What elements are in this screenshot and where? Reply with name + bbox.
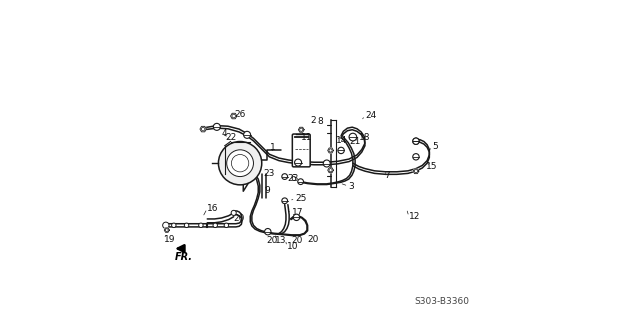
Circle shape	[214, 123, 220, 130]
Circle shape	[185, 223, 189, 228]
Text: FR.: FR.	[175, 252, 193, 262]
Polygon shape	[165, 228, 170, 232]
Text: 11: 11	[301, 132, 312, 141]
Circle shape	[213, 223, 217, 228]
Circle shape	[224, 223, 229, 228]
Circle shape	[244, 131, 251, 138]
Text: 10: 10	[287, 242, 298, 251]
Text: 20: 20	[234, 214, 245, 223]
Circle shape	[282, 174, 288, 180]
Circle shape	[323, 160, 330, 167]
Text: 7: 7	[384, 172, 390, 180]
Text: 22: 22	[225, 133, 237, 142]
Text: 18: 18	[359, 133, 370, 142]
Circle shape	[171, 223, 176, 228]
Circle shape	[293, 214, 300, 220]
Circle shape	[298, 179, 303, 185]
Text: 3: 3	[349, 182, 354, 191]
Text: 8: 8	[317, 116, 323, 126]
Text: 14: 14	[337, 136, 348, 145]
Text: 24: 24	[365, 111, 376, 120]
Circle shape	[295, 159, 301, 166]
Circle shape	[338, 147, 344, 154]
Circle shape	[219, 141, 262, 185]
Text: 16: 16	[207, 204, 219, 213]
Polygon shape	[230, 113, 237, 119]
Circle shape	[231, 210, 236, 215]
Circle shape	[163, 222, 169, 228]
Circle shape	[413, 154, 419, 160]
Circle shape	[349, 133, 357, 141]
Text: 13: 13	[275, 236, 286, 245]
Text: S303-B3360: S303-B3360	[414, 297, 469, 306]
Text: 20: 20	[291, 236, 303, 245]
Text: 1: 1	[270, 143, 276, 152]
Circle shape	[413, 138, 419, 144]
FancyBboxPatch shape	[293, 134, 310, 167]
Text: 20: 20	[307, 235, 318, 244]
Text: 25: 25	[296, 194, 307, 204]
Polygon shape	[413, 169, 419, 174]
Text: 26: 26	[234, 110, 246, 119]
Text: 23: 23	[263, 169, 274, 178]
Text: 17: 17	[293, 208, 304, 217]
Text: 15: 15	[426, 162, 438, 171]
Circle shape	[198, 223, 203, 228]
Text: 21: 21	[349, 137, 360, 146]
Polygon shape	[328, 168, 333, 173]
Text: 20: 20	[267, 236, 278, 245]
Text: 2: 2	[310, 116, 316, 125]
Text: 6: 6	[290, 174, 296, 183]
Polygon shape	[328, 148, 333, 153]
Circle shape	[264, 228, 271, 235]
Text: 23: 23	[287, 174, 298, 183]
Circle shape	[227, 150, 254, 177]
Circle shape	[282, 198, 288, 204]
Polygon shape	[298, 127, 304, 132]
Text: 12: 12	[409, 212, 420, 221]
Text: 9: 9	[264, 186, 271, 195]
Circle shape	[413, 138, 419, 144]
Text: 5: 5	[432, 142, 438, 151]
Text: 19: 19	[164, 235, 175, 244]
Text: 4: 4	[222, 129, 227, 138]
Polygon shape	[200, 126, 207, 132]
